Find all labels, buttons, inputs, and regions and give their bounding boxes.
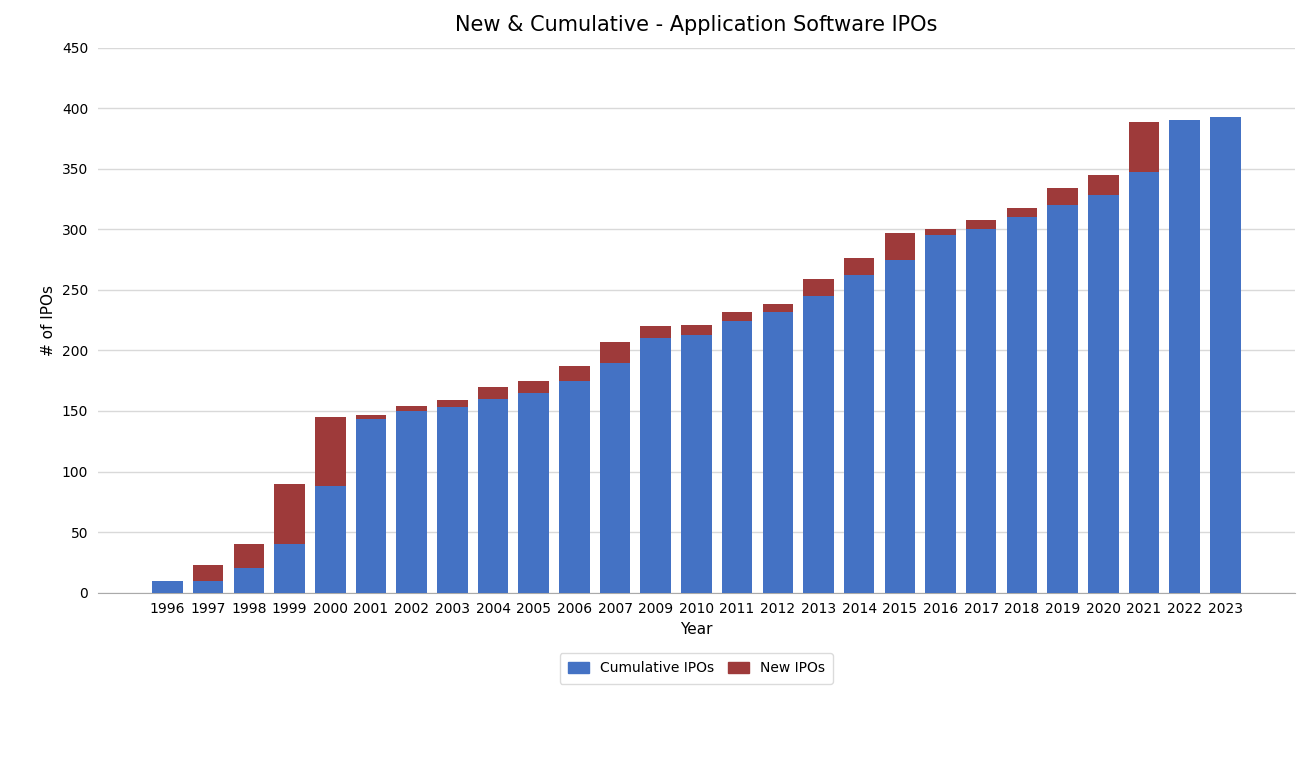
Bar bbox=[884, 260, 916, 593]
Bar bbox=[1129, 172, 1159, 593]
Bar bbox=[519, 381, 549, 393]
Bar bbox=[641, 326, 671, 339]
Bar bbox=[152, 581, 183, 593]
Bar bbox=[1047, 188, 1078, 205]
Bar bbox=[722, 312, 752, 321]
Bar bbox=[559, 381, 590, 593]
Bar bbox=[641, 339, 671, 593]
Bar bbox=[314, 486, 346, 593]
Bar bbox=[722, 321, 752, 593]
Bar bbox=[762, 312, 793, 593]
Y-axis label: # of IPOs: # of IPOs bbox=[41, 285, 56, 356]
Bar bbox=[1006, 207, 1038, 217]
Bar bbox=[356, 420, 386, 593]
Bar bbox=[274, 483, 305, 544]
Bar bbox=[965, 219, 997, 229]
Bar bbox=[1129, 121, 1159, 172]
Bar bbox=[519, 393, 549, 593]
Bar bbox=[681, 335, 711, 593]
Bar bbox=[965, 229, 997, 593]
Bar bbox=[397, 411, 427, 593]
Bar bbox=[925, 235, 956, 593]
Bar bbox=[478, 387, 508, 399]
Bar bbox=[438, 408, 468, 593]
Bar bbox=[1089, 195, 1119, 593]
Title: New & Cumulative - Application Software IPOs: New & Cumulative - Application Software … bbox=[456, 15, 938, 35]
Bar bbox=[681, 325, 711, 335]
Bar bbox=[233, 568, 265, 593]
Bar bbox=[762, 304, 793, 312]
Bar bbox=[233, 544, 265, 568]
Bar bbox=[314, 417, 346, 486]
Bar bbox=[193, 581, 224, 593]
Bar bbox=[559, 366, 590, 381]
Bar bbox=[356, 414, 386, 420]
Bar bbox=[397, 406, 427, 411]
Bar bbox=[844, 258, 874, 276]
Bar bbox=[1006, 217, 1038, 593]
Bar bbox=[884, 233, 916, 260]
Bar bbox=[803, 279, 833, 296]
Bar bbox=[193, 565, 224, 581]
Bar bbox=[1210, 117, 1241, 593]
Bar bbox=[1170, 121, 1200, 593]
Bar bbox=[844, 276, 874, 593]
Bar bbox=[925, 229, 956, 235]
Bar bbox=[1089, 175, 1119, 195]
X-axis label: Year: Year bbox=[680, 622, 713, 637]
Bar bbox=[600, 363, 630, 593]
Bar bbox=[803, 296, 833, 593]
Bar bbox=[600, 342, 630, 363]
Bar bbox=[1047, 205, 1078, 593]
Legend: Cumulative IPOs, New IPOs: Cumulative IPOs, New IPOs bbox=[559, 653, 833, 684]
Bar bbox=[478, 399, 508, 593]
Bar bbox=[274, 544, 305, 593]
Bar bbox=[438, 400, 468, 408]
